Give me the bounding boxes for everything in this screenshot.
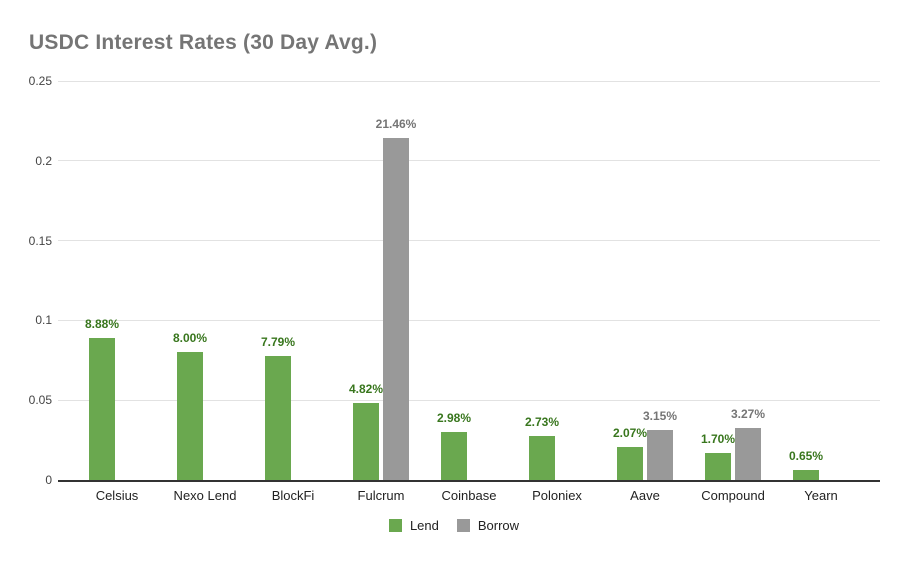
y-axis: 0 0.05 0.1 0.15 0.2 0.25 [0, 74, 52, 487]
data-label-lend-nexo-lend: 8.00% [172, 331, 208, 346]
bar-lend-fulcrum [353, 403, 379, 480]
gridline [58, 319, 880, 321]
y-tick-label: 0.05 [28, 393, 52, 408]
x-tick-label-poloniex: Poloniex [532, 488, 582, 503]
gridline [58, 240, 880, 242]
legend-swatch-borrow [456, 518, 470, 532]
gridline [58, 160, 880, 162]
x-tick-label-aave: Aave [630, 488, 660, 503]
y-tick-label: 0.1 [35, 313, 52, 328]
y-tick-label: 0.2 [35, 153, 52, 168]
bar-lend-compound [705, 452, 731, 480]
bar-lend-celsius [89, 338, 115, 480]
x-tick-label-yearn: Yearn [804, 488, 838, 503]
data-label-lend-poloniex: 2.73% [524, 415, 560, 430]
y-tick-label: 0.25 [28, 74, 52, 88]
x-tick-label-compound: Compound [701, 488, 765, 503]
x-tick-label-celsius: Celsius [95, 488, 139, 503]
y-tick-label: 0 [45, 473, 52, 487]
legend-label-lend: Lend [409, 517, 439, 533]
bar-lend-yearn [793, 469, 819, 480]
data-label-borrow-compound: 3.27% [730, 406, 766, 421]
data-label-borrow-fulcrum: 21.46% [375, 116, 417, 131]
y-tick-label: 0.15 [28, 233, 52, 248]
data-label-lend-compound: 1.70% [700, 431, 736, 446]
data-label-lend-aave: 2.07% [612, 425, 648, 440]
bar-lend-poloniex [529, 436, 555, 480]
plot-area: 8.88% 8.00% 7.79% 4.82% 21.46% 2.98% 2.73% 2.07… [58, 80, 880, 482]
legend: Lend Borrow [0, 517, 908, 533]
bar-lend-nexo-lend [177, 352, 203, 480]
data-label-lend-celsius: 8.88% [84, 317, 120, 332]
bar-borrow-fulcrum [383, 137, 409, 480]
gridline [58, 399, 880, 401]
bar-borrow-aave [647, 429, 673, 480]
data-label-lend-blockfi: 7.79% [260, 334, 296, 349]
bar-borrow-compound [735, 427, 761, 480]
legend-item-lend: Lend [388, 517, 439, 533]
data-label-lend-coinbase: 2.98% [436, 411, 472, 426]
legend-item-borrow: Borrow [456, 517, 520, 533]
bar-lend-aave [617, 446, 643, 480]
x-tick-label-blockfi: BlockFi [271, 488, 315, 503]
legend-swatch-lend [388, 518, 402, 532]
x-tick-label-fulcrum: Fulcrum [357, 488, 405, 503]
x-tick-label-nexo-lend: Nexo Lend [173, 488, 237, 503]
chart-title: USDC Interest Rates (30 Day Avg.) [29, 31, 378, 54]
data-label-lend-yearn: 0.65% [788, 448, 824, 463]
data-label-borrow-aave: 3.15% [642, 408, 678, 423]
x-tick-label-coinbase: Coinbase [441, 488, 497, 503]
data-label-lend-fulcrum: 4.82% [348, 382, 384, 397]
bar-lend-coinbase [441, 432, 467, 480]
x-axis: Celsius Nexo Lend BlockFi Fulcrum Coinbase Po… [58, 488, 880, 506]
bar-lend-blockfi [265, 355, 291, 480]
legend-label-borrow: Borrow [477, 517, 520, 533]
gridline [58, 80, 880, 82]
